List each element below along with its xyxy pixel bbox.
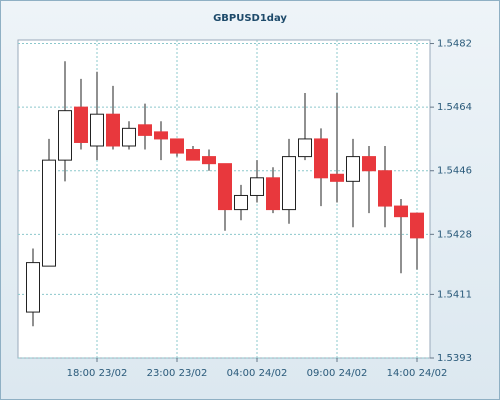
candle-body <box>138 124 152 136</box>
candle-body <box>250 177 264 196</box>
y-tick-label: 1.5428 <box>437 229 472 240</box>
candle-body <box>266 177 280 211</box>
x-tick-label: 09:00 24/02 <box>307 368 368 379</box>
y-tick-label: 1.5464 <box>437 102 472 113</box>
candle-body <box>330 173 344 182</box>
candle-body <box>362 156 376 172</box>
candle-body <box>314 138 328 179</box>
candle-body <box>58 110 72 161</box>
candle-body <box>106 113 120 147</box>
y-tick-label: 1.5482 <box>437 39 472 50</box>
candle-body <box>218 163 232 211</box>
candle-body <box>26 262 40 313</box>
candle-body <box>234 194 248 211</box>
candle-body <box>346 156 360 182</box>
x-tick-label: 18:00 23/02 <box>67 368 128 379</box>
candle-body <box>394 205 408 218</box>
candle-body <box>74 106 88 143</box>
candle-body <box>378 170 392 207</box>
candle-body <box>42 159 56 267</box>
candle-body <box>186 149 200 161</box>
candle-body <box>154 131 168 140</box>
candle-body <box>170 138 184 154</box>
x-tick-label: 23:00 23/02 <box>147 368 208 379</box>
candle-body <box>298 138 312 158</box>
x-tick-label: 04:00 24/02 <box>227 368 288 379</box>
y-tick-label: 1.5393 <box>437 353 472 364</box>
x-tick-label: 14:00 24/02 <box>387 368 448 379</box>
candle-body <box>90 113 104 147</box>
candle-body <box>410 212 424 239</box>
candle-body <box>122 127 136 147</box>
y-tick-label: 1.5446 <box>437 166 472 177</box>
candle-body <box>202 156 216 165</box>
candle-body <box>282 156 296 211</box>
chart-title: GBPUSD1day <box>213 13 287 24</box>
y-tick-label: 1.5411 <box>437 289 472 300</box>
